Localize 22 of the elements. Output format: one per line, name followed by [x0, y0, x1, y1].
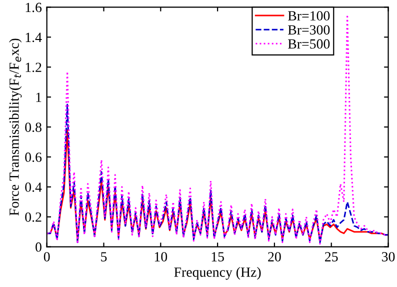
x-tick-label: 25	[325, 252, 338, 262]
x-axis-title: Frequency (Hz)	[174, 267, 261, 280]
x-tick-label: 5	[101, 252, 107, 262]
line-series	[46, 104, 388, 244]
y-tick-label: 1.6	[26, 2, 42, 12]
y-tick-label: 1.4	[26, 32, 42, 42]
x-tick-label: 0	[44, 252, 50, 262]
y-tick-label: 0	[36, 242, 42, 252]
legend-label: Br=100	[288, 11, 330, 21]
x-tick-label: 10	[154, 252, 168, 262]
legend-label: Br=500	[288, 39, 330, 49]
y-tick-label: 1.2	[26, 62, 42, 72]
y-tick-label: 0.4	[25, 182, 42, 192]
x-tick-label: 30	[382, 252, 395, 262]
legend-label: Br=300	[288, 25, 330, 35]
y-tick-label: 0.8	[25, 122, 42, 132]
y-tick-label: 0.6	[25, 152, 42, 162]
y-tick-label: 1	[36, 92, 42, 102]
x-tick-label: 15	[212, 252, 224, 262]
y-tick-label: 0.2	[25, 212, 42, 222]
y-axis-title: Force Transmissibility(F$_{t}$/F$_{e}$xc)	[9, 38, 22, 216]
x-tick-label: 20	[268, 252, 281, 262]
